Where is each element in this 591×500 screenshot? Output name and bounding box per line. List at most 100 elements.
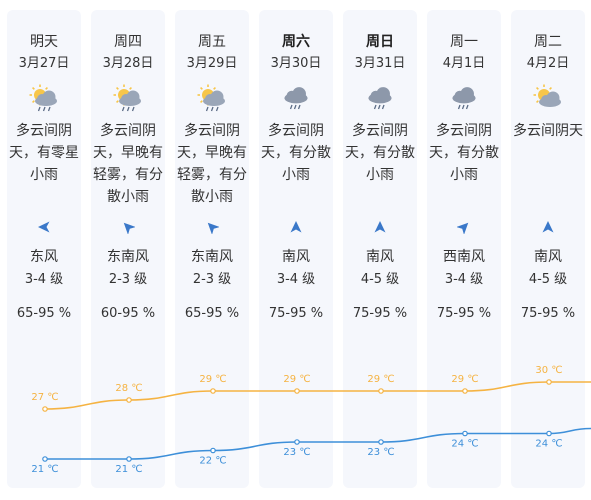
wind-direction: 南风 bbox=[282, 249, 310, 265]
forecast-day-card: 周日 3月31日 多云间阴 天，有分散 小雨 南风 4-5 级 75-95 % bbox=[343, 10, 417, 488]
partly-cloudy-drizzle-icon bbox=[197, 84, 227, 114]
humidity: 65-95 % bbox=[184, 306, 240, 321]
wind-level: 4-5 级 bbox=[528, 272, 568, 287]
high-temperature-label: 29 ℃ bbox=[451, 374, 478, 385]
low-temperature-label: 24 ℃ bbox=[535, 439, 562, 450]
wind-direction: 南风 bbox=[366, 249, 394, 265]
weather-description-line: 天，早晚有 bbox=[93, 145, 163, 161]
low-temperature-label: 23 ℃ bbox=[283, 447, 310, 458]
high-temperature-line bbox=[44, 381, 591, 410]
high-temperature-point bbox=[42, 406, 48, 412]
day-name: 明天 bbox=[30, 34, 58, 50]
forecast-day-card: 周一 4月1日 多云间阴 天，有分散 小雨 西南风 3-4 级 75-95 % bbox=[427, 10, 501, 488]
low-temperature-point bbox=[462, 430, 468, 437]
wind-arrow-icon bbox=[457, 222, 469, 234]
low-temperature-point bbox=[126, 456, 132, 462]
wind-level: 3-4 级 bbox=[444, 272, 484, 287]
day-name: 周二 bbox=[534, 34, 562, 50]
wind-arrow-icon bbox=[374, 221, 386, 233]
wind-level: 3-4 级 bbox=[276, 272, 316, 287]
wind-direction: 南风 bbox=[534, 249, 562, 265]
low-temperature-label: 21 ℃ bbox=[115, 464, 142, 475]
day-name: 周四 bbox=[114, 34, 142, 50]
high-temperature-label: 29 ℃ bbox=[199, 374, 226, 385]
weather-description-line: 小雨 bbox=[450, 167, 478, 183]
low-temperature-point bbox=[378, 439, 384, 445]
humidity: 75-95 % bbox=[268, 306, 324, 321]
high-temperature-label: 27 ℃ bbox=[31, 392, 58, 403]
weather-description-line: 小雨 bbox=[282, 167, 310, 183]
day-date: 3月28日 bbox=[102, 56, 154, 71]
high-temperature-point bbox=[294, 388, 300, 394]
low-temperature-label: 21 ℃ bbox=[31, 464, 58, 475]
weather-description: 多云间阴天 bbox=[511, 120, 585, 142]
high-temperature-label: 29 ℃ bbox=[367, 374, 394, 385]
humidity: 60-95 % bbox=[100, 306, 156, 321]
weather-description-line: 多云间阴 bbox=[184, 123, 240, 139]
day-name: 周一 bbox=[450, 34, 478, 50]
wind-level: 3-4 级 bbox=[24, 272, 64, 287]
humidity: 75-95 % bbox=[436, 306, 492, 321]
forecast-day-card: 周四 3月28日 多云间阴 天，早晚有 轻雾，有分 散小雨 东南风 2-3 级 … bbox=[91, 10, 165, 488]
humidity: 75-95 % bbox=[352, 306, 408, 321]
day-name: 周日 bbox=[366, 34, 394, 50]
day-name: 周六 bbox=[282, 34, 310, 50]
weather-description-line: 天，有分散 bbox=[261, 145, 331, 161]
low-temperature-line bbox=[45, 427, 591, 460]
wind-direction: 东南风 bbox=[107, 249, 149, 265]
low-temperature-point bbox=[42, 456, 48, 462]
weather-description: 多云间阴 天，早晚有 轻雾，有分 散小雨 bbox=[91, 120, 165, 208]
weather-description-line: 小雨 bbox=[30, 167, 58, 183]
weather-description-line: 轻雾，有分 bbox=[177, 167, 247, 183]
wind-direction: 西南风 bbox=[443, 249, 485, 265]
day-date: 3月31日 bbox=[354, 56, 406, 71]
humidity: 75-95 % bbox=[520, 306, 576, 321]
low-temperature-label: 23 ℃ bbox=[367, 447, 394, 458]
high-temperature-point bbox=[546, 379, 552, 385]
day-date: 3月27日 bbox=[18, 56, 70, 71]
wind-arrow-icon bbox=[207, 222, 219, 234]
weather-description-line: 多云间阴 bbox=[352, 123, 408, 139]
forecast-day-card: 周二 4月2日 多云间阴天 南风 4-5 级 75-95 % bbox=[511, 10, 585, 488]
low-temperature-label: 24 ℃ bbox=[451, 439, 478, 450]
day-date: 3月29日 bbox=[186, 56, 238, 71]
day-name: 周五 bbox=[198, 34, 226, 50]
wind-level: 2-3 级 bbox=[108, 272, 148, 287]
wind-level: 2-3 级 bbox=[192, 272, 232, 287]
high-temperature-label: 30 ℃ bbox=[535, 365, 562, 376]
low-temperature-point bbox=[294, 439, 300, 445]
weather-description: 多云间阴 天，有零星 小雨 bbox=[7, 120, 81, 186]
wind-direction: 东南风 bbox=[191, 249, 233, 265]
weather-description-line: 多云间阴 bbox=[436, 123, 492, 139]
weather-description-line: 多云间阴 bbox=[100, 123, 156, 139]
low-temperature-point bbox=[546, 430, 552, 437]
partly-cloudy-drizzle-icon bbox=[29, 84, 59, 114]
weather-description-line: 小雨 bbox=[366, 167, 394, 183]
weather-description-line: 轻雾，有分 bbox=[93, 167, 163, 183]
high-temperature-point bbox=[378, 388, 384, 394]
forecast-day-card: 周五 3月29日 多云间阴 天，早晚有 轻雾，有分 散小雨 东南风 2-3 级 … bbox=[175, 10, 249, 488]
weather-description: 多云间阴 天，有分散 小雨 bbox=[343, 120, 417, 186]
humidity: 65-95 % bbox=[16, 306, 72, 321]
weather-description-line: 散小雨 bbox=[191, 189, 233, 205]
high-temperature-point bbox=[210, 388, 216, 394]
weather-description-line: 多云间阴 bbox=[268, 123, 324, 139]
weather-description-line: 天，有零星 bbox=[9, 145, 79, 161]
weather-description-line: 多云间阴天 bbox=[513, 123, 583, 139]
cloud-rain-icon bbox=[449, 84, 479, 114]
weather-description: 多云间阴 天，有分散 小雨 bbox=[259, 120, 333, 186]
high-temperature-label: 29 ℃ bbox=[283, 374, 310, 385]
day-date: 4月2日 bbox=[526, 56, 570, 71]
high-temperature-label: 28 ℃ bbox=[115, 383, 142, 394]
weather-description: 多云间阴 天，有分散 小雨 bbox=[427, 120, 501, 186]
weather-description-line: 天，有分散 bbox=[429, 145, 499, 161]
weather-description: 多云间阴 天，早晚有 轻雾，有分 散小雨 bbox=[175, 120, 249, 208]
forecast-day-card: 周六 3月30日 多云间阴 天，有分散 小雨 南风 3-4 级 75-95 % bbox=[259, 10, 333, 488]
wind-level: 4-5 级 bbox=[360, 272, 400, 287]
low-temperature-label: 22 ℃ bbox=[199, 456, 226, 467]
wind-direction: 东风 bbox=[30, 249, 58, 265]
weather-description-line: 天，有分散 bbox=[345, 145, 415, 161]
weather-description-line: 天，早晚有 bbox=[177, 145, 247, 161]
